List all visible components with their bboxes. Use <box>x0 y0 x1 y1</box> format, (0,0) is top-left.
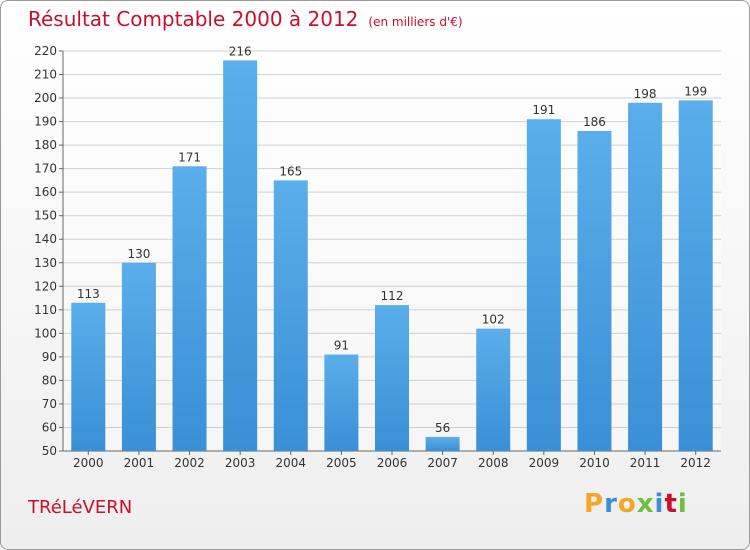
x-tick-label: 2002 <box>174 456 205 470</box>
value-label: 91 <box>334 339 349 353</box>
logo-letter: i <box>654 489 665 519</box>
chart-unit: (en milliers d'€) <box>368 15 463 29</box>
y-tick-label: 140 <box>34 232 57 246</box>
bar <box>526 119 561 451</box>
bar <box>375 305 409 451</box>
value-label: 199 <box>684 84 707 98</box>
commune-name: TRéLéVERN <box>28 497 133 518</box>
x-tick-label: 2001 <box>124 456 155 470</box>
proxiti-logo[interactable]: Proxiti <box>584 489 688 519</box>
y-tick-label: 90 <box>42 350 57 364</box>
y-tick-label: 100 <box>34 326 57 340</box>
logo-letter: i <box>677 489 688 519</box>
chart-title: Résultat Comptable 2000 à 2012 (en millie… <box>28 7 463 31</box>
bar <box>628 102 663 451</box>
y-tick-label: 60 <box>42 420 57 434</box>
x-tick-label: 2012 <box>680 456 711 470</box>
x-tick-label: 2006 <box>377 456 408 470</box>
value-label: 165 <box>279 164 302 178</box>
y-tick-label: 160 <box>34 185 57 199</box>
y-tick-label: 150 <box>34 209 57 223</box>
value-label: 113 <box>77 287 100 301</box>
bar <box>121 262 156 451</box>
bar <box>273 180 308 452</box>
value-label: 198 <box>634 87 657 101</box>
value-label: 56 <box>435 421 450 435</box>
y-tick-label: 210 <box>34 68 57 82</box>
bar <box>172 166 207 451</box>
y-tick-label: 110 <box>34 303 57 317</box>
logo-letter: o <box>617 489 637 519</box>
logo-letter: t <box>664 489 678 519</box>
value-label: 130 <box>127 247 150 261</box>
x-tick-label: 2000 <box>73 456 104 470</box>
bar <box>71 302 106 451</box>
chart-title-text: Résultat Comptable 2000 à 2012 <box>28 7 359 31</box>
bar <box>476 328 511 451</box>
logo-letter: x <box>636 489 655 519</box>
value-label: 171 <box>178 150 201 164</box>
y-tick-label: 120 <box>34 279 57 293</box>
value-label: 112 <box>381 289 404 303</box>
y-tick-label: 220 <box>34 44 57 58</box>
y-tick-label: 190 <box>34 115 57 129</box>
x-tick-label: 2005 <box>326 456 357 470</box>
logo-letter: P <box>584 489 605 519</box>
bar <box>324 354 359 451</box>
value-label: 216 <box>229 44 252 58</box>
x-tick-label: 2008 <box>478 456 509 470</box>
bar <box>425 436 460 451</box>
x-tick-label: 2007 <box>427 456 458 470</box>
bar <box>678 100 713 451</box>
logo-letter: r <box>604 489 618 519</box>
y-tick-label: 180 <box>34 138 57 152</box>
y-tick-label: 70 <box>42 397 57 411</box>
value-label: 191 <box>532 103 555 117</box>
y-tick-label: 200 <box>34 91 57 105</box>
value-label: 102 <box>482 313 505 327</box>
y-tick-label: 130 <box>34 256 57 270</box>
x-tick-label: 2011 <box>630 456 661 470</box>
x-tick-label: 2009 <box>529 456 560 470</box>
y-tick-label: 170 <box>34 162 57 176</box>
bar <box>577 131 612 451</box>
x-tick-label: 2004 <box>275 456 306 470</box>
y-tick-label: 80 <box>42 373 57 387</box>
y-tick-label: 50 <box>42 444 57 458</box>
value-label: 186 <box>583 115 606 129</box>
x-tick-label: 2003 <box>225 456 256 470</box>
bar <box>223 60 258 451</box>
x-tick-label: 2010 <box>579 456 610 470</box>
